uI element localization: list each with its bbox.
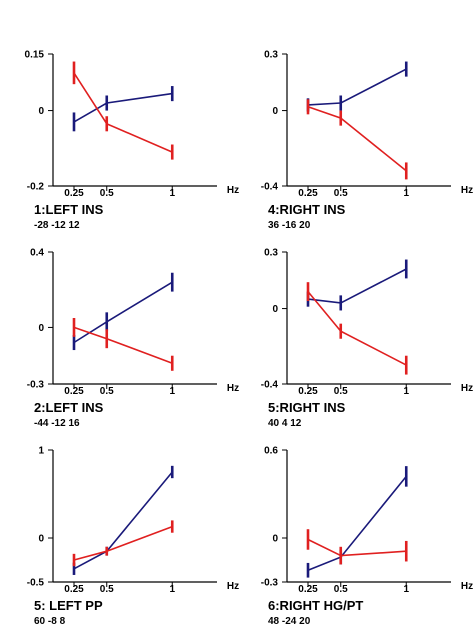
x-tick-label: 0.25 <box>298 584 318 595</box>
x-tick-label: 0.25 <box>64 386 84 397</box>
x-unit-label: Hz <box>461 383 473 394</box>
y-tick-label: -0.5 <box>27 578 45 589</box>
x-tick-label: 1 <box>403 386 409 397</box>
y-tick-label: -0.2 <box>27 182 45 193</box>
y-tick-label: 1 <box>38 446 44 457</box>
panel-1: 0.15 0 -0.2 0.25 0.5 1 Hz 1:LEFT INS -28 -12 12 <box>25 50 240 232</box>
panel-coordinates: -28 -12 12 <box>34 220 80 231</box>
x-tick-label: 0.5 <box>334 188 348 199</box>
x-unit-label: Hz <box>461 581 473 592</box>
panel-coordinates: 60 -8 8 <box>34 616 66 627</box>
panel-4: 0.3 0 -0.4 0.25 0.5 1 Hz 5:RIGHT INS 40 4 12 <box>261 248 473 430</box>
series-line-red <box>73 326 173 365</box>
x-tick-label: 0.25 <box>64 188 84 199</box>
x-tick-label: 0.5 <box>100 188 114 199</box>
series-line-blue <box>307 268 407 304</box>
series-line-red <box>307 291 407 366</box>
panel-5: 1 0 -0.5 0.25 0.5 1 Hz 5: LEFT PP 60 -8 8 <box>27 446 239 628</box>
x-tick-label: 1 <box>403 584 409 595</box>
x-tick-label: 0.25 <box>298 188 318 199</box>
panel-coordinates: -44 -12 16 <box>34 418 80 429</box>
y-tick-label: 0 <box>38 323 44 334</box>
x-unit-label: Hz <box>227 383 239 394</box>
y-tick-label: -0.3 <box>261 578 279 589</box>
series-line-red <box>307 106 407 172</box>
panel-title: 1:LEFT INS <box>34 202 104 217</box>
y-tick-label: 0 <box>272 534 278 545</box>
y-tick-label: 0.6 <box>264 446 278 457</box>
x-tick-label: 0.5 <box>334 386 348 397</box>
y-tick-label: 0 <box>38 106 44 117</box>
y-tick-label: 0.4 <box>30 248 44 259</box>
y-tick-label: 0 <box>272 304 278 315</box>
panel-coordinates: 40 4 12 <box>268 418 302 429</box>
panel-title: 4:RIGHT INS <box>268 202 346 217</box>
series-line-blue <box>73 92 173 123</box>
series-line-blue <box>73 281 173 344</box>
y-tick-label: -0.4 <box>261 380 279 391</box>
panel-title: 5: LEFT PP <box>34 598 103 613</box>
x-unit-label: Hz <box>227 185 239 196</box>
panel-title: 6:RIGHT HG/PT <box>268 598 363 613</box>
panel-title: 5:RIGHT INS <box>268 400 346 415</box>
x-tick-label: 0.5 <box>100 584 114 595</box>
x-tick-label: 0.5 <box>334 584 348 595</box>
x-tick-label: 0.25 <box>298 386 318 397</box>
x-tick-label: 1 <box>169 386 175 397</box>
y-tick-label: 0.15 <box>25 50 45 61</box>
y-tick-label: 0.3 <box>264 50 278 61</box>
panel-coordinates: 48 -24 20 <box>268 616 311 627</box>
series-line-blue <box>307 475 407 572</box>
y-tick-label: -0.3 <box>27 380 45 391</box>
y-tick-label: 0.3 <box>264 248 278 259</box>
series-line-red <box>307 538 407 557</box>
x-tick-label: 0.5 <box>100 386 114 397</box>
y-tick-label: 0 <box>38 534 44 545</box>
series-line-blue <box>73 471 173 570</box>
x-tick-label: 1 <box>403 188 409 199</box>
panel-6: 0.6 0 -0.3 0.25 0.5 1 Hz 6:RIGHT HG/PT 48 -24 20 <box>261 446 473 628</box>
x-unit-label: Hz <box>461 185 473 196</box>
panel-3: 0.4 0 -0.3 0.25 0.5 1 Hz 2:LEFT INS -44 -12 16 <box>27 248 239 430</box>
x-tick-label: 1 <box>169 584 175 595</box>
y-tick-label: 0 <box>272 106 278 117</box>
x-tick-label: 1 <box>169 188 175 199</box>
x-unit-label: Hz <box>227 581 239 592</box>
panel-coordinates: 36 -16 20 <box>268 220 311 231</box>
y-tick-label: -0.4 <box>261 182 279 193</box>
x-tick-label: 0.25 <box>64 584 84 595</box>
panel-title: 2:LEFT INS <box>34 400 104 415</box>
panel-2: 0.3 0 -0.4 0.25 0.5 1 Hz 4:RIGHT INS 36 -16 20 <box>261 50 473 232</box>
series-line-blue <box>307 68 407 106</box>
